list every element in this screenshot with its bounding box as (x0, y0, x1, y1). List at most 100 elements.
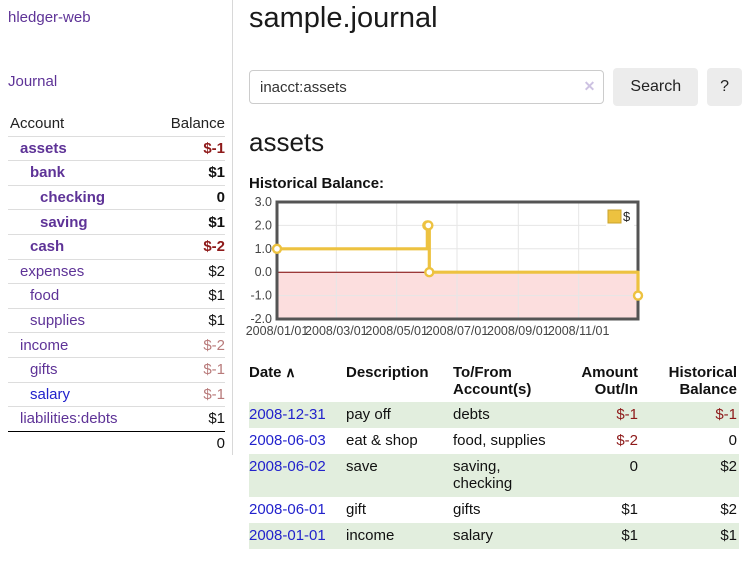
account-row: expenses $2 (8, 258, 225, 284)
account-row: cash $-2 (8, 233, 225, 259)
transaction-description-cell: pay off (346, 406, 391, 423)
accounts-table-header: Account Balance (8, 111, 225, 136)
account-balance: $-2 (203, 238, 225, 256)
sidebar-account-link[interactable]: bank (30, 164, 66, 182)
register-table: Date ∧ Description To/From Account(s) Amoun… (249, 362, 739, 549)
sidebar-account-link[interactable]: checking (40, 189, 106, 207)
x-axis-tick-label: 2008/05/01 (365, 324, 428, 338)
register-column-header: To/From Account(s) (453, 364, 532, 398)
transaction-amount-cell: $-2 (616, 432, 638, 449)
transaction-date-link[interactable]: 2008-12-31 (249, 406, 326, 423)
account-balance: $-2 (203, 336, 225, 354)
accounts-total-balance: 0 (216, 435, 225, 453)
transaction-date-link[interactable]: 2008-06-02 (249, 458, 326, 475)
account-balance: $-1 (203, 139, 225, 157)
account-row: income $-2 (8, 332, 225, 357)
sidebar-account-link[interactable]: income (20, 336, 69, 354)
app: hledger-web Journal Account Balance asse… (0, 0, 742, 549)
y-axis-tick-label: -2.0 (250, 312, 272, 326)
x-axis-tick-label: 2008/07/01 (426, 324, 489, 338)
transaction-balance-cell: $1 (720, 527, 737, 544)
account-balance: $1 (208, 410, 225, 428)
y-axis-tick-label: -1.0 (250, 289, 272, 303)
transaction-date-cell: 2008-06-03 (249, 428, 346, 454)
transaction-date-cell: 2008-06-02 (249, 454, 346, 497)
transaction-row[interactable]: 2008-06-03 eat & shop food, supplies $-2 0 (249, 428, 739, 454)
account-row: salary $-1 (8, 381, 225, 407)
x-axis-tick-label: 2008/09/01 (487, 324, 550, 338)
chart-border (275, 200, 640, 321)
account-balance: $1 (208, 164, 225, 182)
balance-chart-svg: $3.0 2.0 1.0 0.0 -1.0 -2.02008/01/012008/03/0… (246, 195, 644, 338)
sidebar-account-link[interactable]: salary (30, 385, 71, 403)
transaction-date-link[interactable]: 2008-06-01 (249, 501, 326, 518)
transaction-balance-cell: 0 (728, 432, 737, 449)
search-box: ✕ (249, 70, 605, 104)
account-row: assets $-1 (8, 135, 225, 161)
transaction-date-link[interactable]: 2008-06-03 (249, 432, 326, 449)
clear-search-icon[interactable]: ✕ (583, 78, 596, 94)
sort-ascending-icon[interactable]: ∧ (281, 364, 296, 380)
account-heading: assets (249, 127, 325, 157)
sidebar: hledger-web Journal Account Balance asse… (0, 0, 233, 456)
transaction-balance-cell: $2 (720, 501, 737, 518)
accounts-table: Account Balance assets $-1 bank $1 checking 0… (8, 111, 225, 455)
transaction-row[interactable]: 2008-06-01 gift gifts $1 $2 (249, 497, 739, 523)
account-balance: $-1 (203, 361, 225, 379)
sidebar-account-link[interactable]: liabilities:debts (20, 410, 118, 428)
data-point-marker[interactable] (424, 266, 435, 278)
search-button[interactable]: Search (613, 68, 699, 106)
register-table-head: Date ∧ Description To/From Account(s) Amoun… (249, 362, 739, 402)
transaction-accounts-cell: saving, checking (453, 458, 513, 492)
account-balance: $2 (208, 262, 225, 280)
help-button[interactable]: ? (707, 68, 742, 106)
transaction-description-cell: save (346, 458, 378, 475)
data-point-marker[interactable] (271, 243, 283, 254)
register-column-header[interactable]: Date ∧ (249, 364, 296, 381)
register-column-header: Historical Balance (668, 364, 737, 398)
account-balance: $1 (208, 312, 225, 330)
account-row: gifts $-1 (8, 356, 225, 382)
transaction-balance-cell: $2 (720, 458, 737, 475)
transaction-amount-cell: $1 (621, 527, 638, 544)
app-brand-link[interactable]: hledger-web (8, 9, 91, 26)
data-point-marker[interactable] (423, 220, 434, 231)
account-balance: 0 (216, 189, 225, 207)
transaction-amount-cell: 0 (629, 458, 638, 475)
sidebar-account-link[interactable]: saving (40, 213, 88, 231)
transaction-row[interactable]: 2008-06-02 save saving, checking 0 $2 (249, 454, 739, 497)
transaction-date-cell: 2008-12-31 (249, 402, 346, 428)
x-axis-tick-label: 2008/01/01 (246, 324, 309, 338)
sidebar-account-link[interactable]: expenses (20, 262, 85, 280)
chart-title: Historical Balance: (249, 175, 385, 192)
transaction-balance-cell: $-1 (715, 406, 737, 423)
sidebar-account-link[interactable]: supplies (30, 312, 86, 330)
legend-swatch (607, 209, 622, 224)
transaction-date-cell: 2008-06-01 (249, 497, 346, 523)
transaction-accounts-cell: debts (453, 406, 490, 423)
transaction-row[interactable]: 2008-01-01 income salary $1 $1 (249, 523, 739, 549)
transaction-description-cell: gift (346, 501, 367, 518)
transaction-accounts-cell: gifts (453, 501, 481, 518)
sidebar-account-link[interactable]: assets (20, 139, 67, 157)
register-column-header: Description (346, 364, 429, 381)
search-input[interactable] (249, 70, 605, 104)
sidebar-account-link[interactable]: food (30, 287, 60, 305)
data-point-marker[interactable] (632, 290, 644, 301)
account-row: food $1 (8, 283, 225, 308)
sidebar-account-link[interactable]: gifts (30, 361, 58, 379)
account-row: supplies $1 (8, 307, 225, 333)
sidebar-account-link[interactable]: cash (30, 238, 65, 256)
sidebar-item-journal[interactable]: Journal (8, 73, 58, 90)
y-axis-tick-label: 3.0 (255, 195, 272, 209)
transaction-accounts-cell: salary (453, 527, 494, 544)
transaction-date-link[interactable]: 2008-01-01 (249, 527, 326, 544)
y-axis-tick-label: 2.0 (255, 218, 272, 232)
balance-column-header: Balance (170, 114, 225, 132)
x-axis-tick-label: 2008/11/01 (548, 324, 610, 338)
transaction-date-cell: 2008-01-01 (249, 523, 346, 549)
balance-chart: $3.0 2.0 1.0 0.0 -1.0 -2.0 2008/01/01 2008/03/0… (246, 195, 742, 340)
main-content: sample.journal ✕ Search ? assets Histori… (233, 0, 742, 549)
transaction-description-cell: eat & shop (346, 432, 418, 449)
transaction-row[interactable]: 2008-12-31 pay off debts $-1 $-1 (249, 402, 739, 428)
